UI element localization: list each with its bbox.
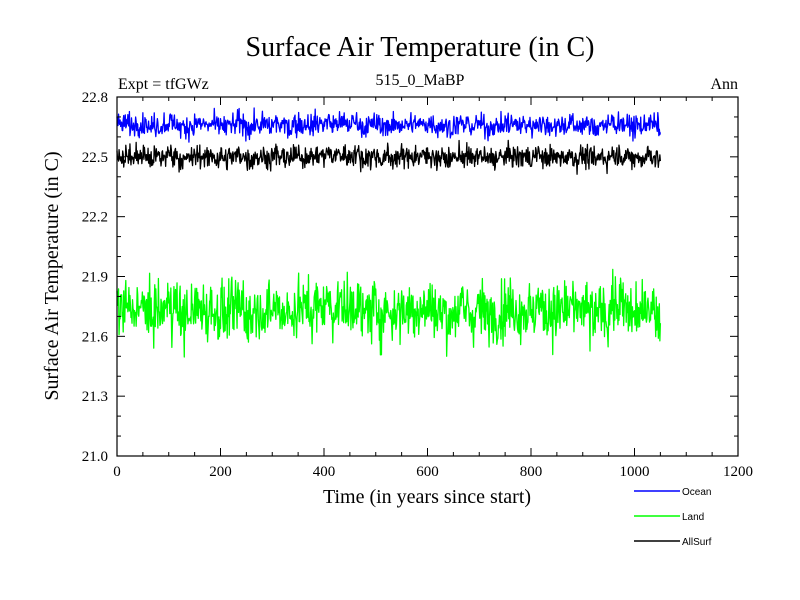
series-line-ocean (116, 107, 662, 143)
x-tick-label: 0 (113, 464, 121, 480)
chart-title: Surface Air Temperature (in C) (246, 32, 595, 63)
x-tick-label: 1000 (620, 464, 650, 480)
legend-label-ocean: Ocean (682, 487, 711, 498)
chart-subtitle: 515_0_MaBP (376, 72, 465, 89)
x-axis-label: Time (in years since start) (323, 486, 531, 508)
y-tick-label: 21.9 (82, 270, 108, 286)
x-tick-label: 400 (313, 464, 336, 480)
x-tick-label: 600 (416, 464, 439, 480)
experiment-label: Expt = tfGWz (118, 76, 209, 93)
x-tick-label: 1200 (723, 464, 753, 480)
y-tick-label: 21.0 (82, 449, 108, 465)
y-tick-label: 22.2 (82, 210, 108, 226)
series-line-land (116, 268, 662, 358)
series-layer (116, 107, 662, 358)
y-tick-label: 22.5 (82, 150, 108, 166)
y-tick-label: 22.8 (82, 90, 108, 106)
legend-label-allsurf: AllSurf (682, 537, 712, 548)
x-tick-label: 200 (209, 464, 232, 480)
legend: Ocean Land AllSurf (634, 487, 712, 548)
x-tick-label: 800 (520, 464, 543, 480)
y-tick-label: 21.3 (82, 389, 108, 405)
season-label: Ann (710, 76, 738, 93)
axes-layer: 0 200 400 600 800 1000 1200 21.0 21.3 21.6 21.9 22.… (82, 90, 753, 480)
legend-label-land: Land (682, 512, 704, 523)
series-line-allsurf (116, 139, 662, 175)
y-axis-label: Surface Air Temperature (in C) (41, 151, 63, 400)
y-tick-label: 21.6 (82, 329, 109, 345)
